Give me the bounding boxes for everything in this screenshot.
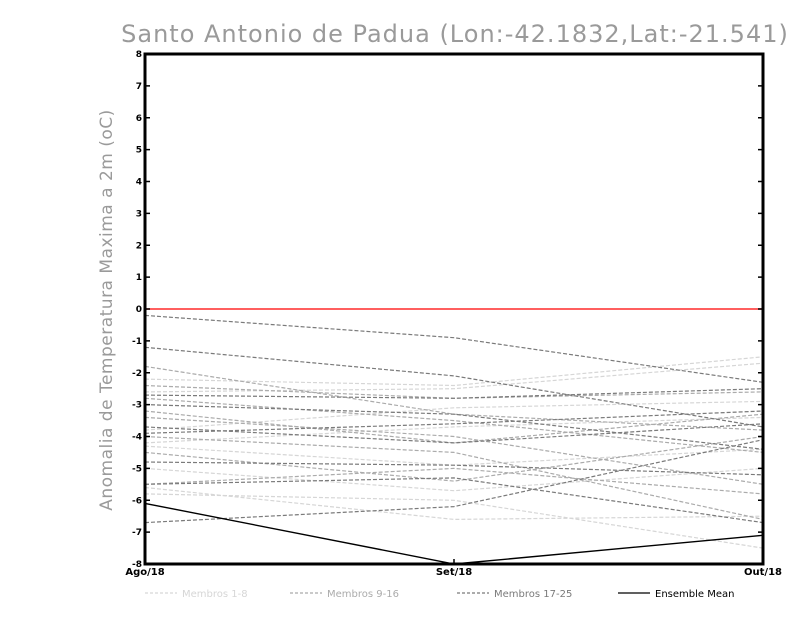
x-tick-label: Set/18 — [436, 567, 472, 578]
legend-label: Membros 17-25 — [494, 589, 572, 600]
member-series-line-21 — [144, 423, 764, 444]
x-tick-label: Out/18 — [744, 567, 782, 578]
member-series-line-7 — [144, 486, 764, 521]
member-series-line-25 — [144, 439, 764, 524]
y-tick-label: 6 — [136, 114, 142, 124]
legend-label: Membros 9-16 — [327, 589, 399, 600]
member-series-line-16 — [144, 467, 764, 495]
y-tick-label: 4 — [136, 178, 142, 188]
series-layer — [144, 314, 764, 549]
y-tick-label: -3 — [132, 401, 142, 411]
member-series-line-3 — [144, 400, 764, 431]
member-series-line-12 — [144, 410, 764, 444]
member-series-line-5 — [144, 445, 764, 466]
ensemble-mean-layer — [144, 502, 764, 565]
member-series-line-13 — [144, 416, 764, 485]
member-series-line-2 — [144, 362, 764, 393]
y-tick-label: 7 — [136, 82, 142, 92]
legend-label: Membros 1-8 — [182, 589, 248, 600]
y-axis-label: Anomalia de Temperatura Maxima a 2m (oC) — [97, 109, 117, 511]
y-tick-label: -8 — [132, 560, 142, 570]
y-tick-label: -4 — [132, 433, 142, 443]
chart-title: Santo Antonio de Padua (Lon:-42.1832,Lat… — [121, 20, 789, 48]
member-series-line-4 — [144, 416, 764, 444]
member-series-line-19 — [144, 388, 764, 399]
member-series-line-11 — [144, 397, 764, 453]
member-series-line-15 — [144, 435, 764, 482]
y-tick-label: 2 — [136, 241, 142, 251]
member-series-line-18 — [144, 346, 764, 428]
member-series-line-22 — [144, 410, 764, 434]
y-tick-label: 3 — [136, 209, 142, 219]
y-tick-label: 8 — [136, 50, 142, 60]
y-tick-label: -5 — [132, 464, 142, 474]
y-tick-label: 5 — [136, 146, 142, 156]
y-tick-label: -2 — [132, 369, 142, 379]
member-series-line-20 — [144, 404, 764, 450]
legend: Membros 1-8 Membros 9-16 Membros 17-25 Ense… — [145, 589, 734, 600]
x-axis-ticks: Ago/18 Set/18 Out/18 — [125, 559, 782, 578]
legend-label: Ensemble Mean — [655, 589, 734, 600]
y-tick-label: -6 — [132, 496, 142, 506]
member-series-line-6 — [144, 467, 764, 492]
y-tick-label: 1 — [136, 273, 142, 283]
member-series-line-23 — [144, 461, 764, 476]
y-tick-label: -1 — [132, 337, 142, 347]
member-series-line-17 — [144, 314, 764, 383]
ensemble-mean-line — [144, 502, 764, 565]
y-tick-label: -7 — [132, 528, 142, 538]
member-series-line-8 — [144, 493, 764, 549]
y-tick-label: 0 — [136, 305, 142, 315]
x-tick-label: Ago/18 — [125, 567, 164, 578]
member-series-line-14 — [144, 435, 764, 520]
y-axis-ticks: -8 -7 -6 -5 -4 -3 -2 -1 0 1 2 3 4 5 6 7 8 — [132, 50, 763, 570]
member-series-line-1 — [144, 356, 764, 387]
member-series-line-24 — [144, 477, 764, 524]
